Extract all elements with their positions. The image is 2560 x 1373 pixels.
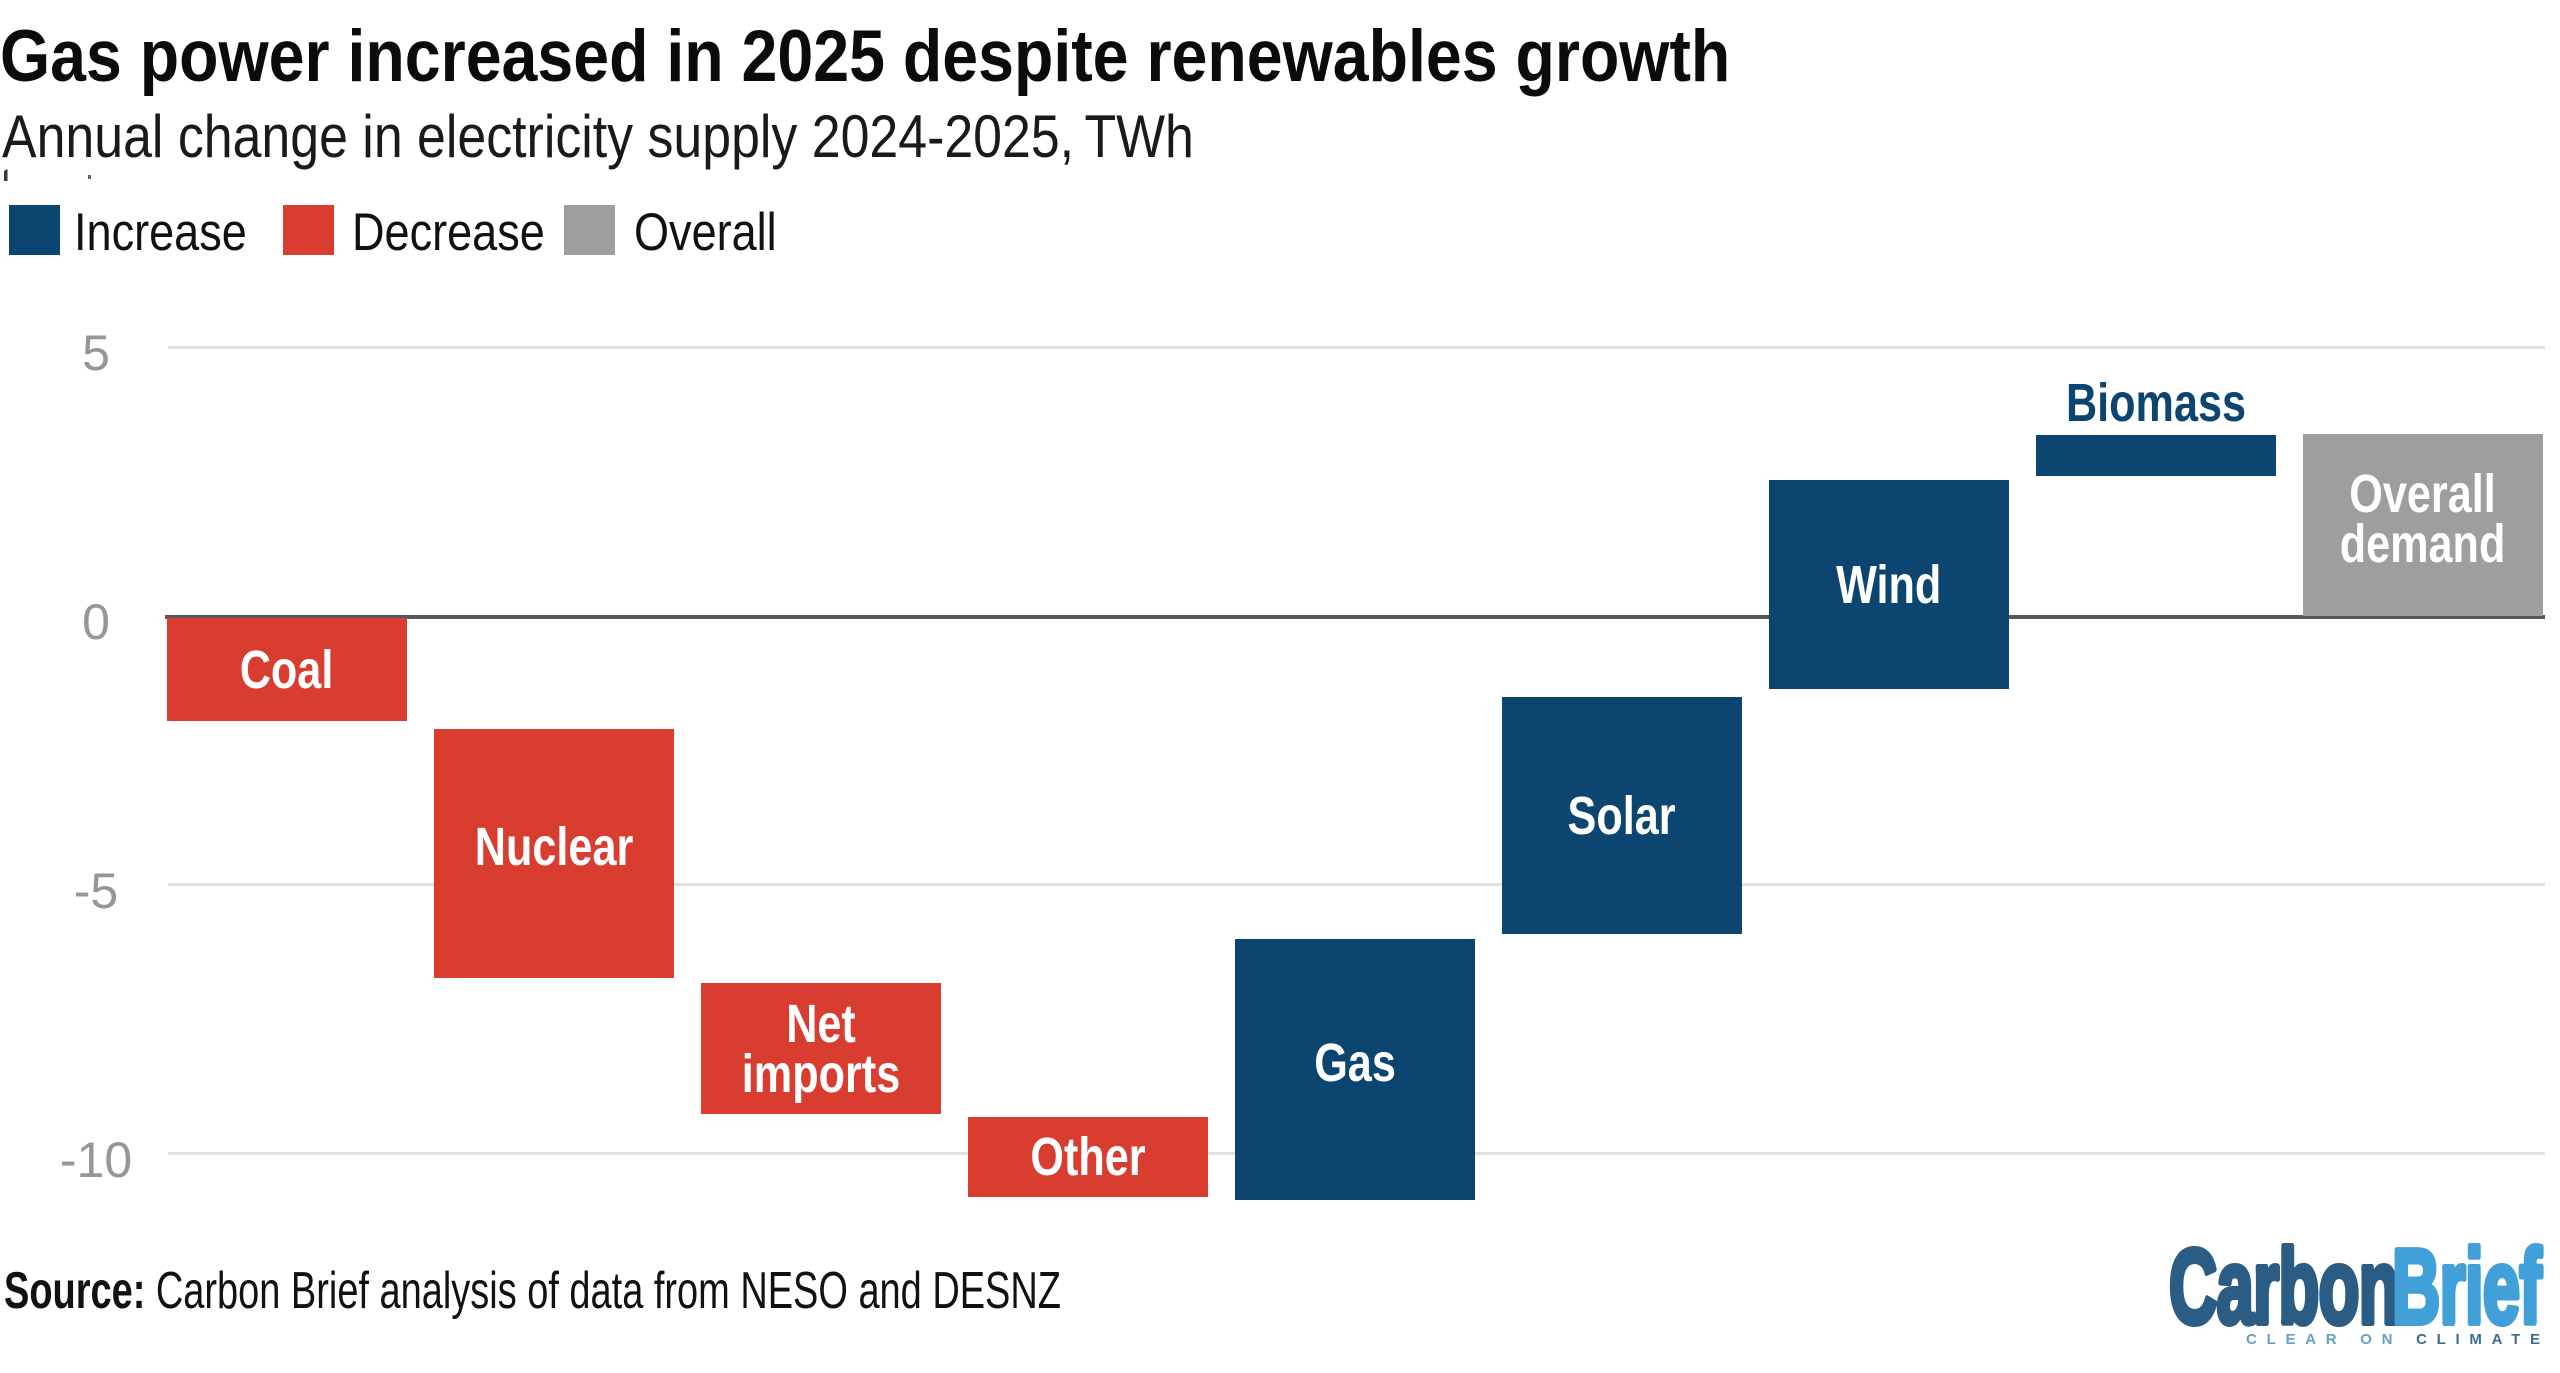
svg-text:Carbon: Carbon xyxy=(2169,1230,2399,1346)
svg-text:Brief: Brief xyxy=(2392,1230,2542,1346)
